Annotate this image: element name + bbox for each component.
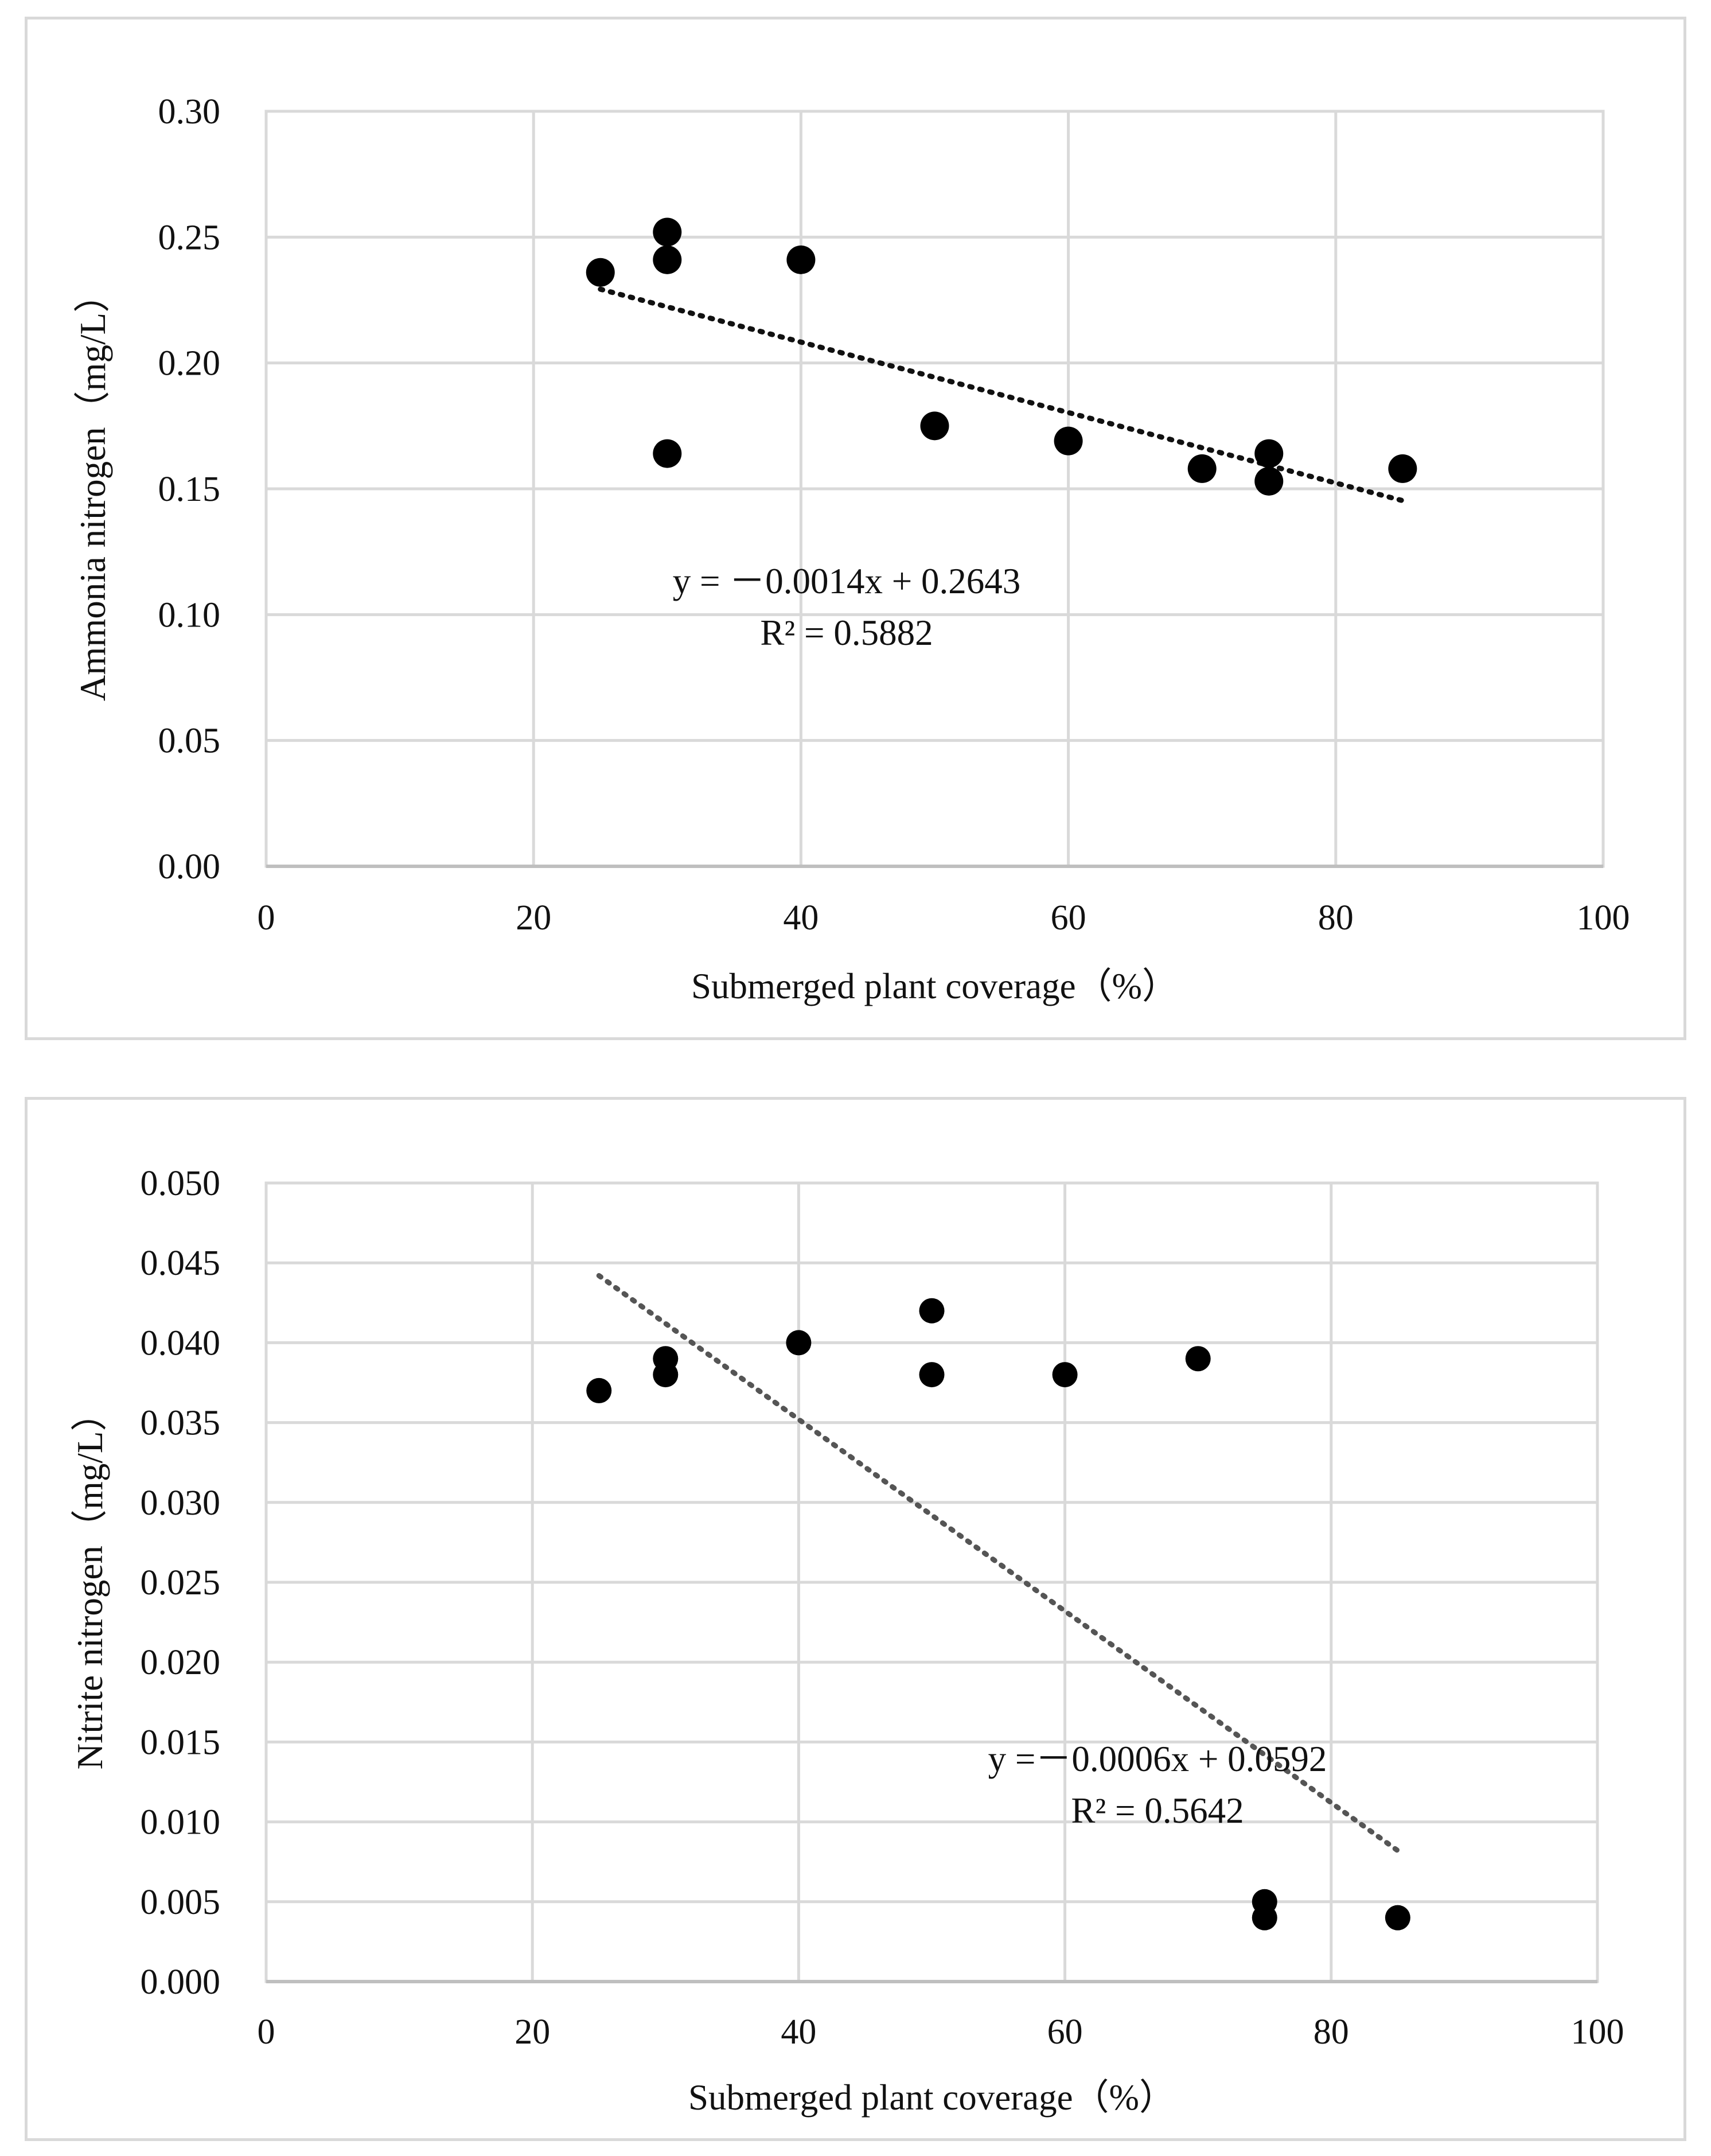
data-point-4 [919, 1298, 945, 1324]
data-point-3 [653, 439, 682, 468]
x-tick-label: 20 [515, 2013, 550, 2052]
y-tick-label: 0.040 [141, 1324, 221, 1363]
y-tick-label: 0.010 [141, 1803, 221, 1842]
nitrite-chart-panel: 0 20 40 60 80 100 0.000 0.005 0.010 0.015 0.020 0.0… [25, 1097, 1686, 2141]
data-point-6 [1052, 1362, 1078, 1388]
data-point-9 [1252, 1905, 1277, 1931]
data-point-5 [920, 411, 949, 441]
y-tick-label: 0.045 [141, 1244, 221, 1283]
y-tick-label: 0.25 [158, 218, 221, 257]
y-axis-title: Nitrite nitrogen（mg/L） [70, 1395, 110, 1770]
data-point-8 [1254, 439, 1284, 468]
data-point-5 [919, 1362, 945, 1388]
y-tick-label: 0.00 [158, 847, 221, 886]
y-tick-label: 0.000 [141, 1963, 221, 2002]
y-tick-label: 0.15 [158, 470, 221, 509]
trendline [596, 1272, 1401, 1854]
data-point-2 [653, 245, 682, 274]
x-axis-title: Submerged plant coverage（%） [691, 966, 1178, 1006]
data-point-2 [653, 1362, 679, 1388]
data-point-3 [786, 1330, 812, 1356]
data-point-0 [586, 1377, 612, 1403]
y-tick-label: 0.030 [141, 1484, 221, 1523]
x-tick-label: 100 [1571, 2013, 1624, 2052]
y-tick-label: 0.015 [141, 1723, 221, 1762]
x-tick-label: 0 [258, 2013, 275, 2052]
trendline-equation: y =－0.0006x + 0.0592 [988, 1739, 1327, 1779]
y-tick-label: 0.30 [158, 92, 221, 131]
y-tick-label: 0.020 [141, 1643, 221, 1682]
trendline [598, 286, 1405, 504]
data-point-7 [1187, 454, 1217, 483]
x-tick-label: 60 [1047, 2013, 1083, 2052]
y-tick-label: 0.20 [158, 344, 221, 383]
nitrite-nitrogen-scatter-chart: 0 20 40 60 80 100 0.000 0.005 0.010 0.015 0.020 0.0… [70, 1164, 1624, 2118]
y-tick-label: 0.10 [158, 596, 221, 635]
data-point-4 [786, 245, 816, 274]
y-tick-label: 0.05 [158, 722, 221, 761]
r-squared-label: R² = 0.5642 [1071, 1791, 1244, 1831]
data-point-6 [1054, 426, 1083, 456]
x-tick-label: 40 [781, 2013, 816, 2052]
data-point-0 [586, 258, 615, 287]
x-axis-title: Submerged plant coverage（%） [688, 2077, 1175, 2118]
x-tick-label: 80 [1318, 898, 1354, 937]
data-point-9 [1254, 466, 1284, 496]
x-tick-label: 0 [258, 898, 275, 937]
x-tick-label: 80 [1314, 2013, 1349, 2052]
y-tick-label: 0.005 [141, 1883, 221, 1922]
x-tick-label: 20 [516, 898, 551, 937]
data-point-7 [1185, 1346, 1211, 1372]
y-tick-label: 0.050 [141, 1164, 221, 1203]
x-tick-label: 60 [1051, 898, 1086, 937]
data-point-1 [653, 217, 682, 247]
trendline-equation: y = －0.0014x + 0.2643 [673, 561, 1021, 601]
ammonia-chart-panel: 0 20 40 60 80 100 0.00 0.05 0.10 0.15 0.20 0.25 0.30… [25, 17, 1686, 1040]
ammonia-nitrogen-scatter-chart: 0 20 40 60 80 100 0.00 0.05 0.10 0.15 0.20 0.25 0.30… [73, 92, 1630, 1006]
data-point-10 [1388, 454, 1417, 483]
data-point-10 [1385, 1905, 1410, 1931]
y-tick-label: 0.025 [141, 1563, 221, 1602]
y-axis-title: Ammonia nitrogen（mg/L） [73, 277, 113, 701]
x-tick-label: 40 [783, 898, 819, 937]
x-tick-label: 100 [1577, 898, 1630, 937]
y-tick-label: 0.035 [141, 1404, 221, 1443]
r-squared-label: R² = 0.5882 [760, 613, 933, 653]
